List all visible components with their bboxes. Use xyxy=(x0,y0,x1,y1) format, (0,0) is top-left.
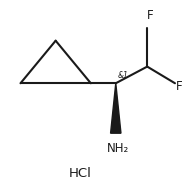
Text: F: F xyxy=(176,80,183,92)
Text: HCl: HCl xyxy=(68,167,91,180)
Text: NH₂: NH₂ xyxy=(106,142,129,155)
Text: &1: &1 xyxy=(118,71,129,80)
Polygon shape xyxy=(111,83,121,133)
Text: F: F xyxy=(147,9,153,22)
